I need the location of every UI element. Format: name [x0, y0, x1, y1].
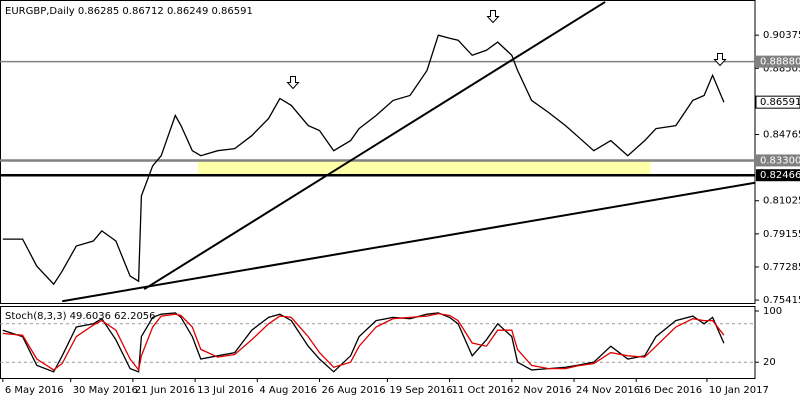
series-line	[2, 312, 725, 372]
x-tick-label: 30 May 2016	[73, 385, 138, 396]
series-line	[2, 312, 725, 373]
down-arrow	[713, 53, 727, 67]
trendline	[143, 1, 606, 291]
level-label-box	[756, 154, 800, 167]
y-tick-label: 0.84765	[763, 129, 800, 140]
x-tick-label: 24 Nov 2016	[576, 385, 640, 396]
x-tick-label: 21 Jun 2016	[135, 385, 195, 396]
y-tick-label: 0.88505	[763, 63, 800, 74]
support-zone	[197, 160, 651, 176]
stoch-title: Stoch(8,3,3) 49.6036 62.2056	[5, 311, 156, 322]
level-label: 0.83300	[760, 155, 800, 166]
y-tick-label: 0.75415	[763, 295, 800, 306]
level-label: 0.88880	[760, 57, 800, 68]
price-label: 0.86591	[760, 97, 800, 108]
down-arrow	[286, 76, 300, 90]
stoch-tick-label: 20	[763, 357, 776, 368]
x-tick-label: 2 Nov 2016	[514, 385, 572, 396]
series-line	[2, 34, 725, 286]
x-tick-label: 6 May 2016	[5, 385, 64, 396]
y-tick-label: 0.81025	[763, 196, 800, 207]
x-tick-label: 11 Oct 2016	[452, 385, 514, 396]
x-tick-label: 19 Sep 2016	[389, 385, 452, 396]
price-plot	[0, 1, 755, 303]
y-tick-label: 0.77285	[763, 262, 800, 273]
arrows	[286, 10, 727, 90]
chart-title: EURGBP,Daily 0.86285 0.86712 0.86249 0.8…	[5, 6, 253, 17]
down-arrow	[486, 10, 500, 24]
level-label: 0.82466	[760, 170, 800, 181]
x-tick-label: 13 Jul 2016	[197, 385, 254, 396]
stoch-panel	[0, 306, 756, 379]
level-label-box	[756, 55, 800, 68]
y-tick-label: 0.79155	[763, 229, 800, 240]
x-tick-label: 4 Aug 2016	[259, 385, 317, 396]
level-label-box	[756, 169, 800, 182]
trendline	[62, 181, 755, 303]
price-label-box	[755, 95, 800, 109]
stoch-tick-label: 100	[763, 306, 782, 317]
y-tick-label: 0.90375	[763, 30, 800, 41]
x-tick-label: 26 Aug 2016	[322, 385, 386, 396]
axes: 0.90375 0.88505 0.84765 0.81025 0.79155 0.772…	[2, 30, 800, 396]
stoch-plot	[0, 312, 755, 373]
x-tick-label: 10 Jan 2017	[709, 385, 769, 396]
price-panel	[0, 0, 756, 304]
x-tick-label: 16 Dec 2016	[638, 385, 702, 396]
